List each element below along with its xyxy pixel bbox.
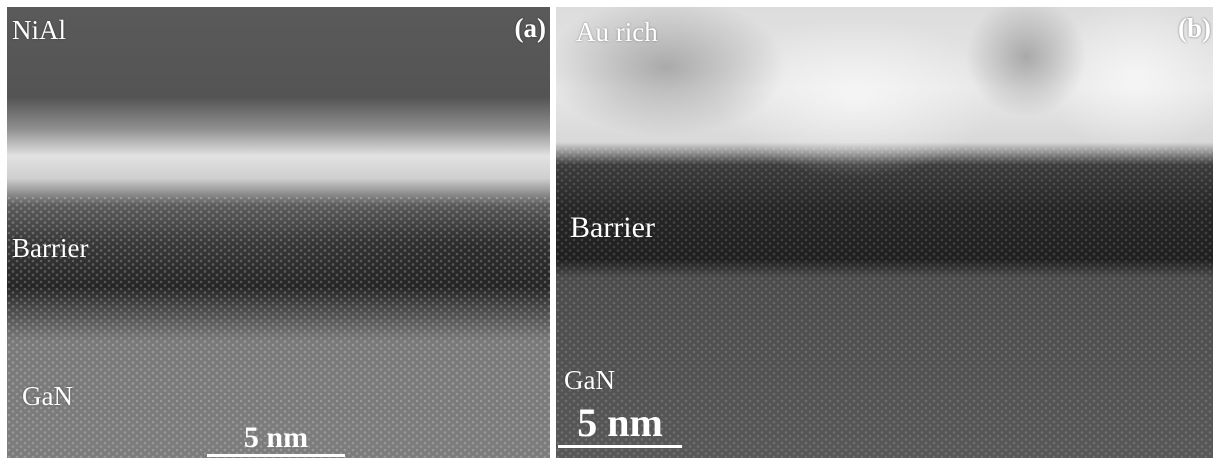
- tem-panel-b: Au rich (b) Barrier GaN 5 nm: [556, 7, 1213, 458]
- scale-bar-line: [207, 454, 345, 457]
- barrier-label: Barrier: [12, 233, 89, 263]
- tem-micrograph-a: [7, 7, 550, 458]
- barrier-label: Barrier: [570, 211, 655, 244]
- scale-bar: 5 nm: [207, 423, 345, 458]
- top-layer-label: Au rich: [576, 17, 658, 47]
- substrate-label: GaN: [564, 365, 615, 395]
- panel-tag: (b): [1178, 13, 1211, 43]
- tem-panel-a: NiAl (a) Barrier GaN 5 nm: [7, 7, 550, 458]
- tem-micrograph-b: [556, 7, 1213, 458]
- scale-bar-line: [558, 445, 682, 448]
- top-layer-label: NiAl: [12, 15, 66, 45]
- panel-tag: (a): [514, 13, 546, 43]
- scale-bar: 5 nm: [558, 403, 682, 458]
- scale-bar-label: 5 nm: [243, 421, 309, 454]
- scale-bar-label: 5 nm: [577, 400, 663, 445]
- substrate-label: GaN: [22, 381, 73, 411]
